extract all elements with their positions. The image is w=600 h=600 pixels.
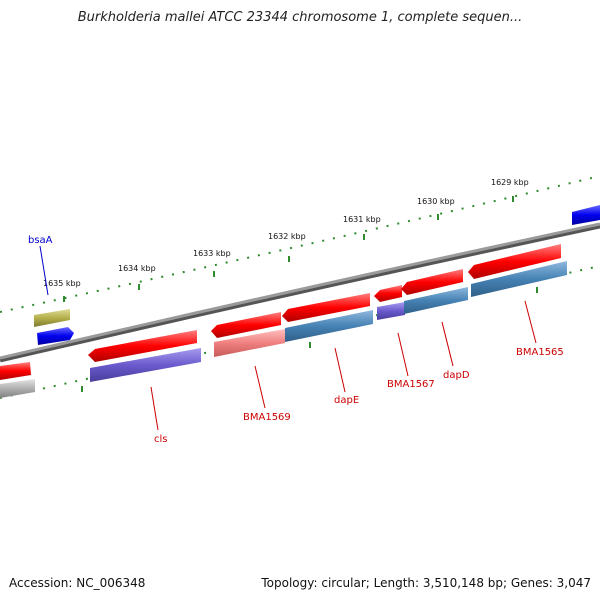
map-title: Burkholderia mallei ATCC 23344 chromosom… (77, 10, 523, 25)
cds-bsaA[interactable] (34, 309, 70, 327)
gene-label-BMA1569[interactable]: BMA1569 (243, 412, 291, 423)
gene-arrow-bsaA[interactable] (37, 327, 74, 345)
cds-BMA1569[interactable] (214, 329, 285, 357)
tick-label: 1632 kbp (268, 232, 306, 241)
outer-ruler (0, 175, 600, 313)
gene-arrow-BMA1567[interactable] (374, 285, 402, 302)
tick-label: 1630 kbp (417, 197, 455, 206)
gene-arrow-dapD[interactable] (401, 269, 463, 295)
gene-label-BMA1567[interactable]: BMA1567 (387, 379, 435, 390)
cds-dapD[interactable] (404, 287, 468, 314)
backbone-shadow (0, 223, 600, 363)
gene-label-cls[interactable]: cls (154, 434, 168, 445)
gene-label-dapD[interactable]: dapD (443, 370, 470, 381)
cds-cls[interactable] (90, 348, 201, 382)
cds-dapE[interactable] (285, 310, 373, 342)
backbone (0, 222, 600, 360)
gene-arrow-left-edge[interactable] (0, 362, 31, 380)
gene-arrow-cls[interactable] (88, 330, 197, 362)
gene-label-bsaA[interactable]: bsaA (28, 235, 53, 246)
gene-arrow-right-edge[interactable] (572, 205, 600, 225)
accession-text: Accession: NC_006348 (9, 576, 146, 590)
gene-label-BMA1565[interactable]: BMA1565 (516, 347, 564, 358)
leader-line-BMA1565 (524, 300, 537, 344)
gene-label-dapE[interactable]: dapE (334, 395, 359, 406)
leader-line-cls (150, 386, 159, 431)
leader-line-BMA1569 (254, 365, 266, 409)
leader-line-dapE (334, 347, 346, 393)
gene-arrow-BMA1569[interactable] (211, 312, 281, 338)
tick-label: 1635 kbp (43, 279, 81, 288)
tick-label: 1631 kbp (343, 215, 381, 224)
topology-text: Topology: circular; Length: 3,510,148 bp… (261, 576, 591, 590)
gene-arrow-BMA1565[interactable] (468, 244, 561, 279)
leader-line-dapD (441, 321, 454, 367)
cds-left-edge[interactable] (0, 379, 35, 398)
inner-tick-marks (81, 287, 538, 392)
gene-arrow-dapE[interactable] (282, 293, 370, 322)
tick-label: 1633 kbp (193, 249, 231, 258)
cds-BMA1565[interactable] (471, 261, 567, 297)
outer-tick-marks (63, 196, 514, 302)
leader-line-bsaA (39, 245, 49, 296)
tick-label: 1634 kbp (118, 264, 156, 273)
tick-label: 1629 kbp (491, 178, 529, 187)
leader-line-BMA1567 (397, 332, 409, 377)
cds-BMA1567[interactable] (377, 302, 405, 320)
